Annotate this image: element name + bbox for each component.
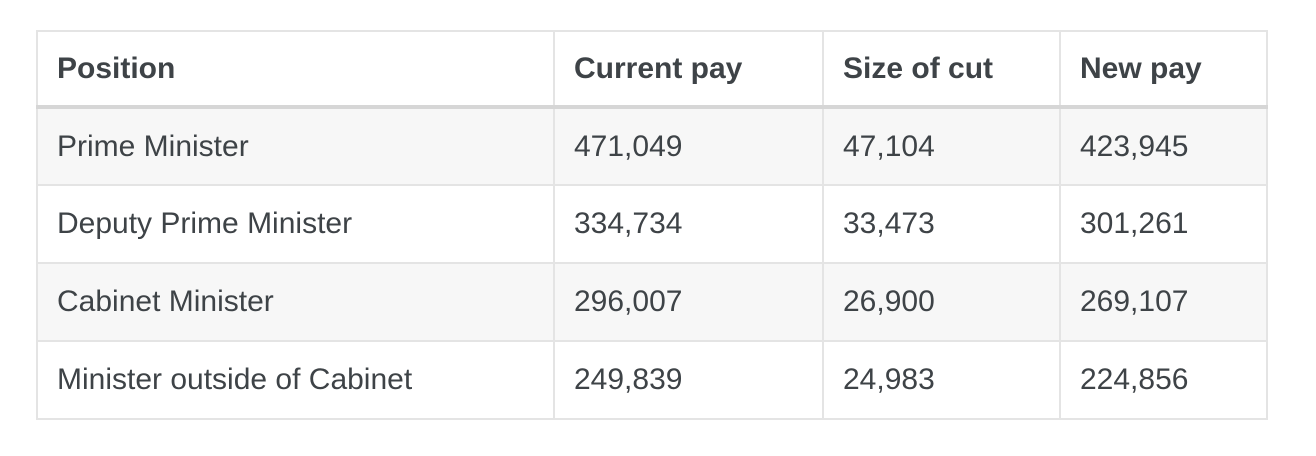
- table-row: Prime Minister 471,049 47,104 423,945: [36, 106, 1268, 186]
- table-row: Minister outside of Cabinet 249,839 24,9…: [36, 340, 1268, 420]
- cell-new-pay: 224,856: [1059, 340, 1268, 420]
- table-header: Position Current pay Size of cut New pay: [36, 30, 1268, 109]
- cell-position: Minister outside of Cabinet: [36, 340, 555, 420]
- cell-current-pay: 471,049: [553, 106, 824, 186]
- cell-size-of-cut: 47,104: [822, 106, 1061, 186]
- pay-cuts-table: Position Current pay Size of cut New pay…: [36, 30, 1268, 420]
- cell-current-pay: 334,734: [553, 184, 824, 264]
- table-row: Cabinet Minister 296,007 26,900 269,107: [36, 262, 1268, 342]
- cell-current-pay: 249,839: [553, 340, 824, 420]
- column-header-new-pay: New pay: [1059, 30, 1268, 109]
- cell-new-pay: 423,945: [1059, 106, 1268, 186]
- cell-size-of-cut: 26,900: [822, 262, 1061, 342]
- column-header-current-pay: Current pay: [553, 30, 824, 109]
- cell-position: Cabinet Minister: [36, 262, 555, 342]
- cell-position: Deputy Prime Minister: [36, 184, 555, 264]
- cell-size-of-cut: 24,983: [822, 340, 1061, 420]
- header-row: Position Current pay Size of cut New pay: [36, 30, 1268, 109]
- cell-new-pay: 301,261: [1059, 184, 1268, 264]
- column-header-position: Position: [36, 30, 555, 109]
- column-header-size-of-cut: Size of cut: [822, 30, 1061, 109]
- pay-cuts-table-container: Position Current pay Size of cut New pay…: [36, 30, 1268, 420]
- table-row: Deputy Prime Minister 334,734 33,473 301…: [36, 184, 1268, 264]
- cell-current-pay: 296,007: [553, 262, 824, 342]
- cell-new-pay: 269,107: [1059, 262, 1268, 342]
- cell-position: Prime Minister: [36, 106, 555, 186]
- cell-size-of-cut: 33,473: [822, 184, 1061, 264]
- table-body: Prime Minister 471,049 47,104 423,945 De…: [36, 106, 1268, 420]
